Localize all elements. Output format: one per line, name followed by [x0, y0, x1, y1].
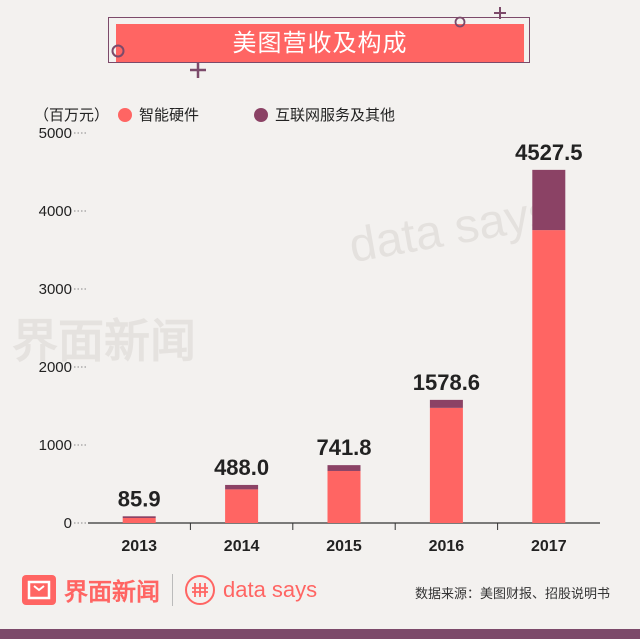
y-tick-label-5: 5000 — [39, 125, 72, 142]
title-frame — [108, 17, 530, 63]
brand-logo-icon — [22, 574, 56, 605]
brand-name: 界面新闻 — [64, 578, 160, 606]
x-tick-label-2016: 2016 — [429, 538, 465, 555]
brand-separator — [172, 573, 173, 606]
total-label-2013: 85.9 — [118, 486, 161, 511]
decoration-circle-left — [111, 44, 125, 58]
total-label-2016: 1578.6 — [413, 370, 480, 395]
watermark-brand: 界面新闻 — [12, 305, 196, 371]
bar-2017-series-1 — [532, 169, 566, 231]
data-source: 数据来源：美图财报、招股说明书 — [414, 587, 610, 602]
legend-label-hardware: 智能硬件 — [139, 106, 200, 124]
y-axis-unit: （百万元） — [34, 106, 110, 124]
legend-label-internet: 互联网服务及其他 — [275, 106, 396, 124]
bar-2017-series-0 — [532, 230, 566, 524]
bar-2015-series-1 — [327, 465, 361, 471]
total-label-2017: 4527.5 — [515, 140, 582, 165]
decoration-plus-left — [190, 62, 206, 78]
title-background — [116, 24, 524, 62]
y-tick-label-0: 0 — [64, 515, 72, 532]
legend-item-internet: 互联网服务及其他 — [254, 104, 395, 125]
total-label-2014: 488.0 — [214, 455, 269, 480]
y-tick-label-4: 4000 — [39, 203, 72, 220]
watermark-brand-text: 界面新闻 — [12, 314, 196, 368]
decoration-plus-right — [494, 7, 506, 19]
y-tick-label-3: 3000 — [39, 281, 72, 298]
bar-2015-series-0 — [327, 470, 361, 523]
bar-2016-series-0 — [429, 407, 463, 523]
bar-2014-series-0 — [225, 489, 259, 523]
bar-2014-series-1 — [225, 484, 259, 490]
legend-swatch-internet — [254, 107, 268, 122]
x-tick-label-2017: 2017 — [531, 538, 567, 555]
footer-bar — [0, 629, 640, 639]
datasays-label: data says — [223, 576, 318, 602]
decoration-circle-right — [454, 16, 466, 28]
footer-brand: 界面新闻 data says — [22, 572, 317, 607]
bar-2016-series-1 — [429, 399, 463, 408]
x-tick-label-2013: 2013 — [121, 538, 157, 555]
total-label-2015: 741.8 — [316, 435, 371, 460]
y-tick-label-1: 1000 — [39, 437, 72, 454]
datasays-logo-icon — [185, 574, 215, 605]
legend-item-hardware: 智能硬件 — [118, 104, 199, 125]
x-tick-label-2014: 2014 — [224, 538, 260, 555]
chart-title: 美图营收及构成 — [232, 29, 408, 57]
x-tick-label-2015: 2015 — [326, 538, 362, 555]
bar-2013-series-0 — [122, 518, 156, 523]
legend-swatch-hardware — [118, 107, 132, 122]
bar-2013-series-1 — [122, 516, 156, 519]
y-tick-label-2: 2000 — [39, 359, 72, 376]
